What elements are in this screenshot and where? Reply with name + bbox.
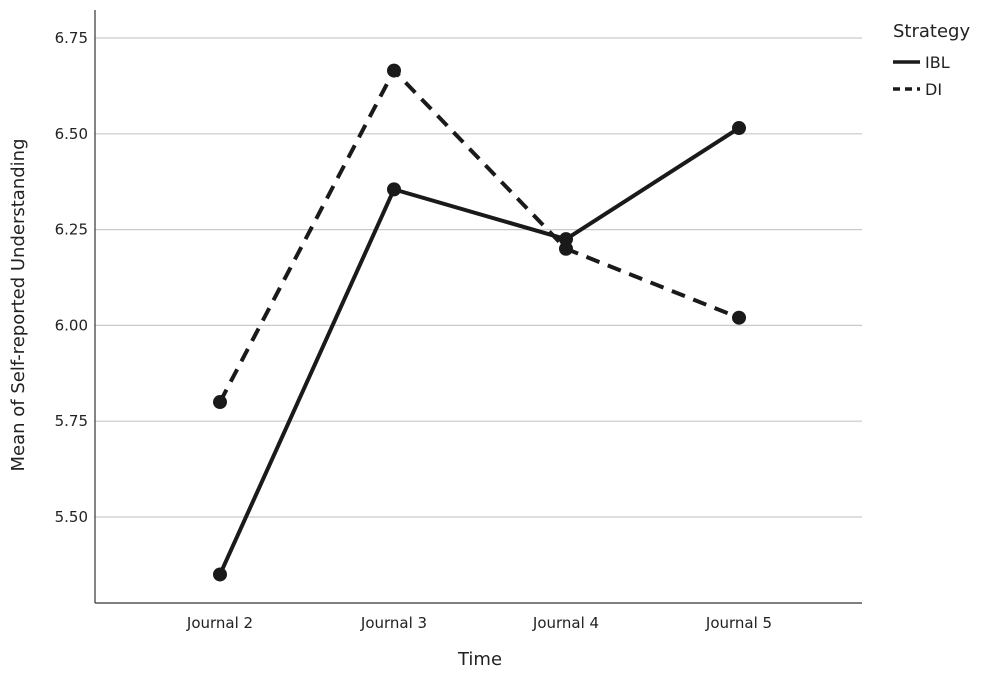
legend: Strategy IBL DI	[893, 21, 970, 99]
data-point-di	[732, 310, 746, 325]
y-tick-label: 6.00	[55, 316, 88, 334]
x-axis-title: Time	[457, 649, 502, 670]
x-tick-label: Journal 5	[705, 614, 772, 632]
data-point-ibl	[732, 121, 746, 136]
legend-ibl-label: IBL	[925, 53, 950, 72]
x-tick-label: Journal 2	[186, 614, 253, 632]
data-point-ibl	[213, 567, 227, 582]
x-tick-labels: Journal 2 Journal 3 Journal 4 Journal 5	[186, 614, 772, 632]
x-tick-label: Journal 4	[532, 614, 599, 632]
axes	[94, 10, 862, 604]
y-tick-label: 5.50	[55, 508, 88, 526]
gridlines	[95, 37, 862, 518]
x-tick-label: Journal 3	[360, 614, 427, 632]
legend-title: Strategy	[893, 21, 970, 42]
series-line-di	[218, 68, 740, 403]
y-axis-title: Mean of Self-reported Understanding	[8, 139, 29, 472]
data-point-ibl	[559, 232, 573, 247]
data-point-di	[387, 63, 401, 78]
y-tick-label: 6.25	[55, 221, 88, 239]
y-tick-label: 6.75	[55, 29, 88, 47]
y-tick-label: 6.50	[55, 125, 88, 143]
legend-di-label: DI	[925, 80, 942, 99]
data-point-ibl	[387, 182, 401, 197]
series	[213, 63, 746, 582]
data-point-di	[559, 241, 573, 256]
y-tick-labels: 5.50 5.75 6.00 6.25 6.50 6.75	[55, 29, 88, 526]
data-point-di	[213, 395, 227, 410]
series-line-ibl	[218, 126, 741, 576]
y-tick-label: 5.75	[55, 412, 88, 430]
